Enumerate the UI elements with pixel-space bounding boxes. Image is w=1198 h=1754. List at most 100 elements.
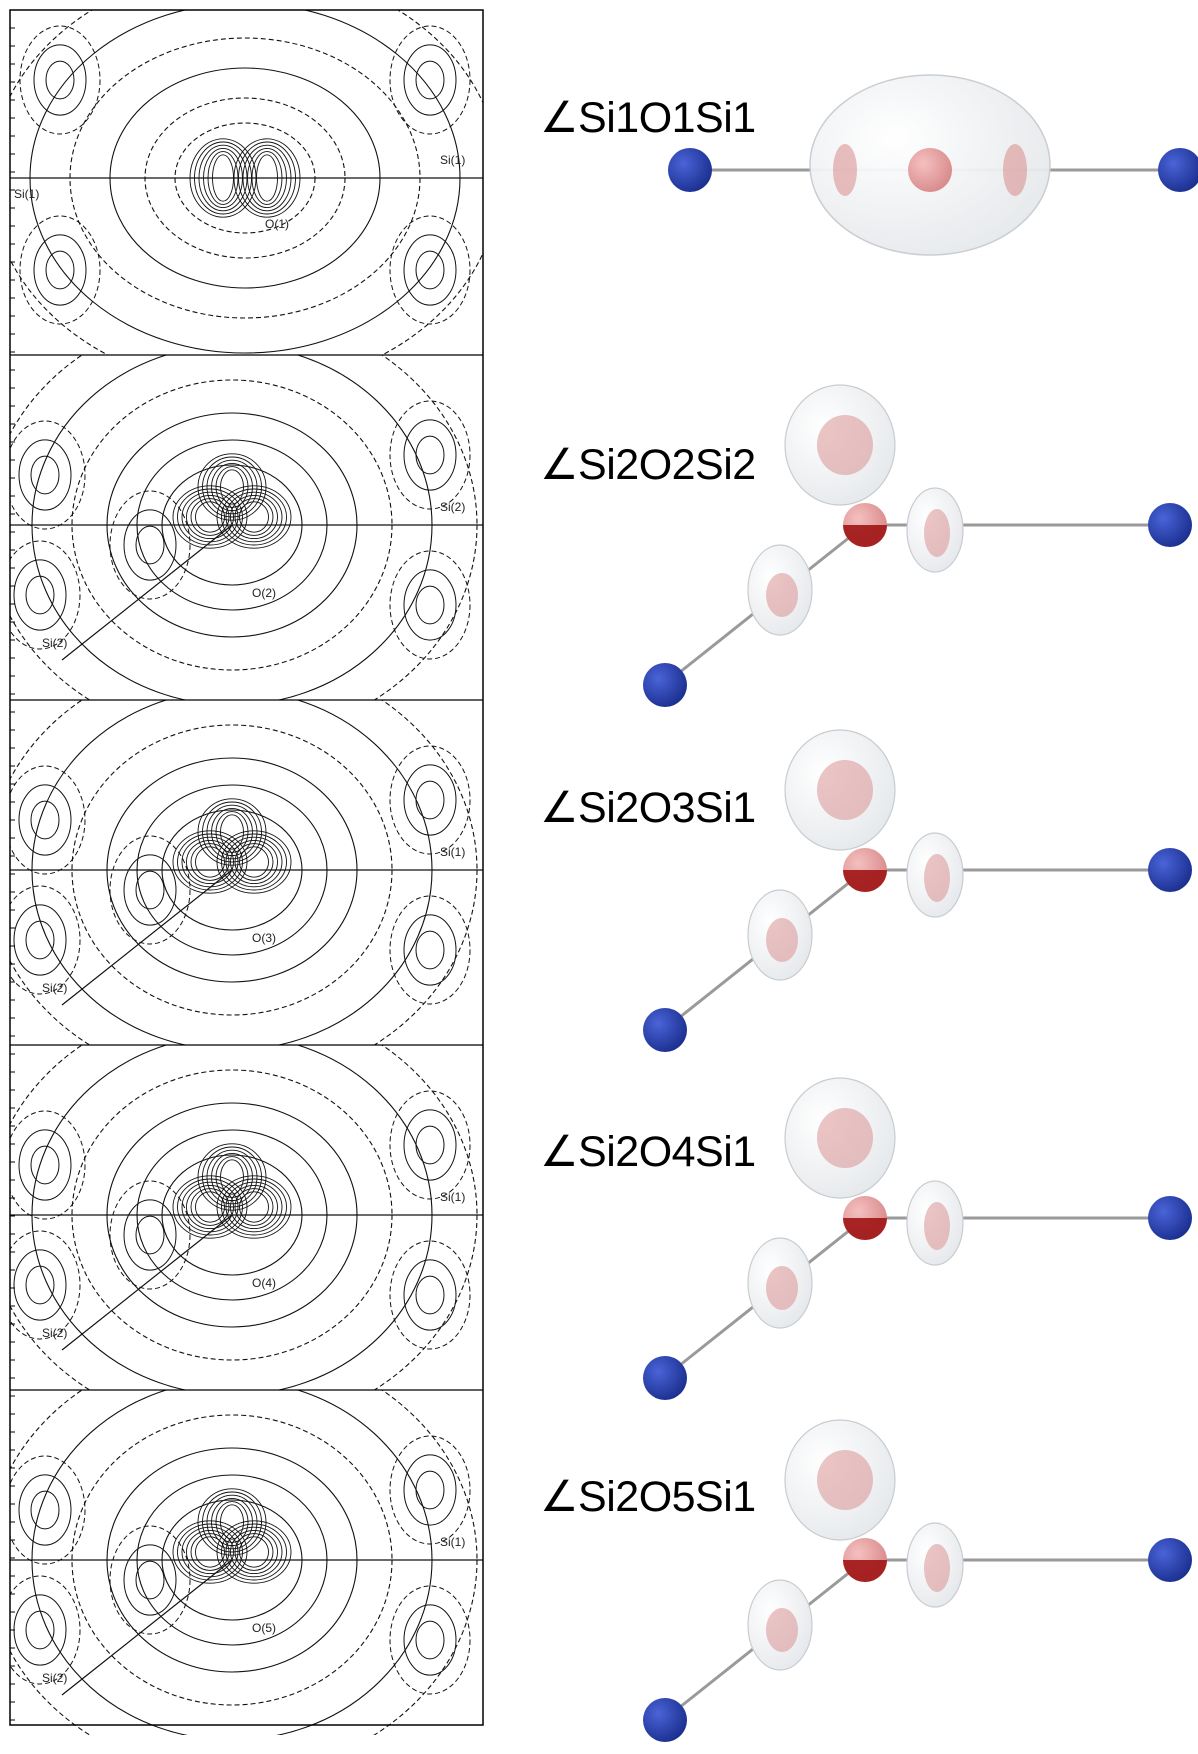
contour-line bbox=[416, 586, 444, 624]
si-label-right: Si(1) bbox=[440, 1535, 465, 1549]
contour-line bbox=[191, 844, 229, 881]
angle-label-2: ∠Si2O2Si2 bbox=[540, 440, 756, 490]
contour-line bbox=[390, 401, 470, 509]
contour-line bbox=[124, 510, 176, 580]
si-atom bbox=[668, 148, 712, 192]
density-model-2 bbox=[643, 385, 1192, 707]
contour-line bbox=[46, 251, 74, 289]
si-label-right: Si(1) bbox=[440, 153, 465, 167]
lone-pair bbox=[1003, 144, 1027, 196]
si-atom bbox=[643, 1356, 687, 1400]
si-label-right: Si(2) bbox=[440, 500, 465, 514]
contour-map-1: O(1) Si(1) Si(1) bbox=[0, 0, 490, 388]
contour-map-3: O(3)Si(2)Si(1) bbox=[0, 655, 483, 1085]
lone-pair bbox=[924, 509, 950, 557]
si-label-right: Si(1) bbox=[440, 845, 465, 859]
contour-line bbox=[235, 1189, 273, 1226]
contour-map-2: O(2)Si(2)Si(2) bbox=[0, 310, 483, 740]
contour-line bbox=[390, 896, 470, 1004]
contour-line bbox=[416, 436, 444, 474]
contour-line bbox=[124, 1545, 176, 1615]
si-label-left: Si(1) bbox=[14, 187, 39, 201]
contour-line bbox=[19, 1475, 71, 1545]
contour-line bbox=[5, 1111, 85, 1219]
contour-line bbox=[404, 1110, 456, 1180]
contour-line bbox=[46, 61, 74, 99]
lone-pair bbox=[833, 144, 857, 196]
angle-label-5: ∠Si2O5Si1 bbox=[540, 1472, 756, 1522]
contour-line bbox=[0, 1231, 80, 1339]
contour-line bbox=[26, 921, 54, 959]
contour-line bbox=[110, 1181, 190, 1289]
contour-map-4: O(4)Si(2)Si(1) bbox=[0, 1000, 483, 1430]
contour-line bbox=[404, 45, 456, 115]
contour-line bbox=[235, 1534, 273, 1571]
lone-pair bbox=[924, 1544, 950, 1592]
contour-line bbox=[19, 440, 71, 510]
si-atom bbox=[1148, 848, 1192, 892]
contour-line bbox=[26, 1611, 54, 1649]
o-atom-shadow bbox=[843, 1218, 887, 1240]
contour-line bbox=[416, 1126, 444, 1164]
oxygen-label: O(1) bbox=[265, 217, 289, 231]
contour-line bbox=[191, 499, 229, 536]
si-label-left: Si(2) bbox=[42, 981, 67, 995]
si-atom bbox=[643, 1008, 687, 1052]
contour-line bbox=[19, 785, 71, 855]
contour-line bbox=[0, 1345, 477, 1754]
contour-line bbox=[235, 844, 273, 881]
si-label-left: Si(2) bbox=[42, 1671, 67, 1685]
density-model-5 bbox=[643, 1420, 1192, 1742]
o-atom-shadow bbox=[843, 525, 887, 547]
contour-line bbox=[416, 931, 444, 969]
contour-line bbox=[14, 1250, 66, 1320]
contour-line bbox=[19, 1130, 71, 1200]
lone-pair bbox=[766, 1608, 798, 1652]
angle-label-1: ∠Si1O1Si1 bbox=[540, 93, 756, 143]
contour-line bbox=[235, 499, 273, 536]
oxygen-label: O(4) bbox=[252, 1276, 276, 1290]
si-label-right: Si(1) bbox=[440, 1190, 465, 1204]
contour-line bbox=[34, 45, 86, 115]
si-atom bbox=[1158, 148, 1198, 192]
contour-line bbox=[26, 1266, 54, 1304]
contour-line bbox=[191, 1189, 229, 1226]
o-atom-shadow bbox=[843, 870, 887, 892]
oxygen-label: O(5) bbox=[252, 1621, 276, 1635]
contour-line bbox=[416, 1276, 444, 1314]
lone-pair bbox=[924, 854, 950, 902]
contour-line bbox=[390, 1586, 470, 1694]
si-atom bbox=[1148, 503, 1192, 547]
angle-label-3: ∠Si2O3Si1 bbox=[540, 783, 756, 833]
o-atom-shadow bbox=[843, 1560, 887, 1582]
contour-line bbox=[124, 1200, 176, 1270]
si-atom bbox=[643, 663, 687, 707]
contour-line bbox=[416, 251, 444, 289]
contour-line bbox=[34, 235, 86, 305]
contour-line bbox=[14, 905, 66, 975]
si-atom bbox=[643, 1698, 687, 1742]
contour-line bbox=[390, 1241, 470, 1349]
contour-maps-column: O(1)Si(1)Si(1)O(2)Si(2)Si(2)O(3)Si(2)Si(… bbox=[0, 0, 490, 1754]
contour-line bbox=[404, 235, 456, 305]
lone-pair bbox=[924, 1202, 950, 1250]
contour-line bbox=[5, 766, 85, 874]
lone-pair bbox=[766, 1266, 798, 1310]
contour-line bbox=[404, 765, 456, 835]
contour-line bbox=[110, 1526, 190, 1634]
contour-line bbox=[390, 1091, 470, 1199]
contour-line bbox=[26, 576, 54, 614]
si-label-left: Si(2) bbox=[42, 636, 67, 650]
contour-line bbox=[0, 541, 80, 649]
contour-map-5: O(5) Si(2) Si(1) bbox=[0, 1345, 483, 1754]
contour-line bbox=[416, 781, 444, 819]
contour-line bbox=[5, 1456, 85, 1564]
density-model-3 bbox=[643, 730, 1192, 1052]
contour-line bbox=[0, 0, 490, 388]
contour-line bbox=[14, 1595, 66, 1665]
contour-line bbox=[390, 551, 470, 659]
contour-line bbox=[20, 26, 100, 134]
contour-line bbox=[207, 460, 257, 514]
contour-line bbox=[110, 836, 190, 944]
